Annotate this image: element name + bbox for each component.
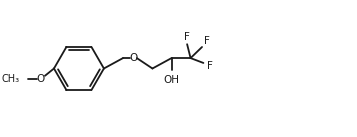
Text: F: F bbox=[207, 61, 212, 71]
Text: OH: OH bbox=[164, 75, 180, 85]
Text: F: F bbox=[203, 36, 210, 46]
Text: O: O bbox=[37, 74, 45, 84]
Text: F: F bbox=[184, 32, 190, 42]
Text: O: O bbox=[129, 53, 137, 63]
Text: CH₃: CH₃ bbox=[2, 74, 20, 84]
